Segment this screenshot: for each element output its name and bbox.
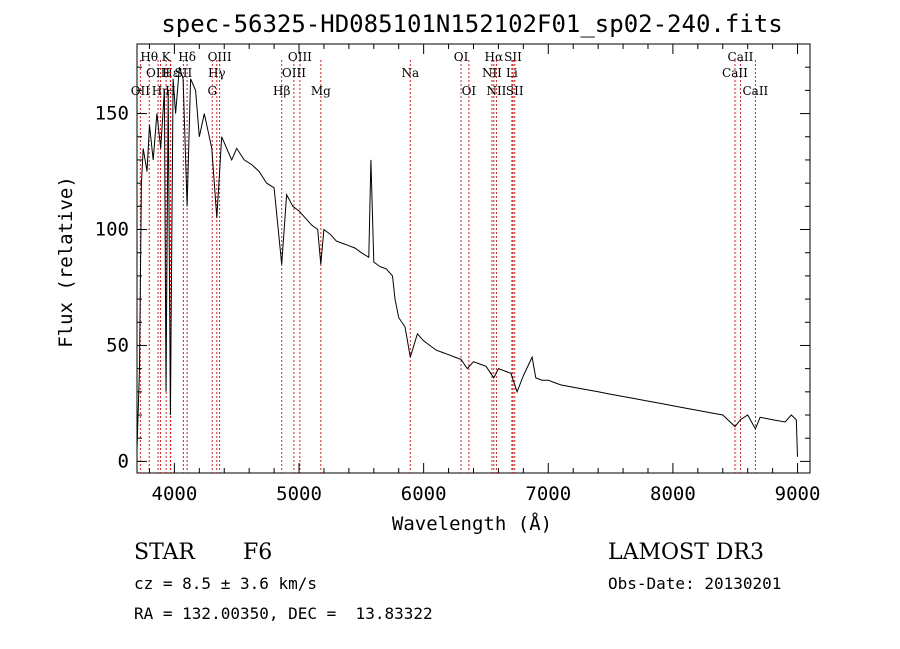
x-tick-label: 6000 [401,483,447,505]
coordinates: RA = 132.00350, DEC = 13.83322 [134,604,433,623]
axis-ticks [137,44,810,473]
line-label: OIII [208,50,232,64]
obs-date: Obs-Date: 20130201 [608,574,782,593]
x-tick-label: 9000 [775,483,821,505]
object-subclass: F6 [243,540,273,565]
x-axis-label: Wavelength (Å) [392,512,552,535]
y-tick-label: 150 [95,103,129,125]
object-class: STAR [134,540,195,565]
y-axis-label: Flux (relative) [55,176,77,348]
line-label: SII [504,50,522,64]
plot-frame [136,43,811,474]
line-label: OI [462,84,477,98]
x-tick-label: 5000 [276,483,322,505]
line-label: OIII [288,50,312,64]
line-label: OIII [282,66,306,80]
line-label: OII [131,84,151,98]
line-label: K [162,50,172,64]
x-tick-label: 7000 [525,483,571,505]
line-label: Hα [485,50,504,64]
line-label: G [207,84,217,98]
line-label: NII [486,84,506,98]
line-label: CaII [728,50,754,64]
y-tick-label: 50 [106,334,129,356]
line-label: Na [401,66,419,80]
spectrum-line [136,67,798,457]
line-label: NII [482,66,502,80]
line-label: CaII [742,84,768,98]
line-label: Hθ [140,50,158,64]
line-label: Hβ [273,84,290,98]
line-label: H [165,84,175,98]
line-label: Hδ [178,50,196,64]
y-tick-label: 0 [118,450,129,472]
line-label: SII [175,66,193,80]
line-label: SII [506,84,524,98]
line-label: Mg [311,84,331,98]
y-tick-label: 100 [95,219,129,241]
line-label: CaII [722,66,748,80]
survey-label: LAMOST DR3 [608,540,764,565]
line-label: Hη [152,84,170,98]
tick-labels: 4000 5000 6000 7000 8000 9000 0 50 100 150 [95,103,821,505]
chart-title: spec-56325-HD085101N152102F01_sp02-240.f… [161,10,782,38]
x-tick-label: 8000 [650,483,696,505]
line-label: Hγ [208,66,226,80]
line-label: OIII [146,66,170,80]
line-label: Li [506,66,518,80]
line-label: OI [454,50,469,64]
redshift-readout: cz = 8.5 ± 3.6 km/s [134,574,318,593]
x-tick-label: 4000 [152,483,198,505]
